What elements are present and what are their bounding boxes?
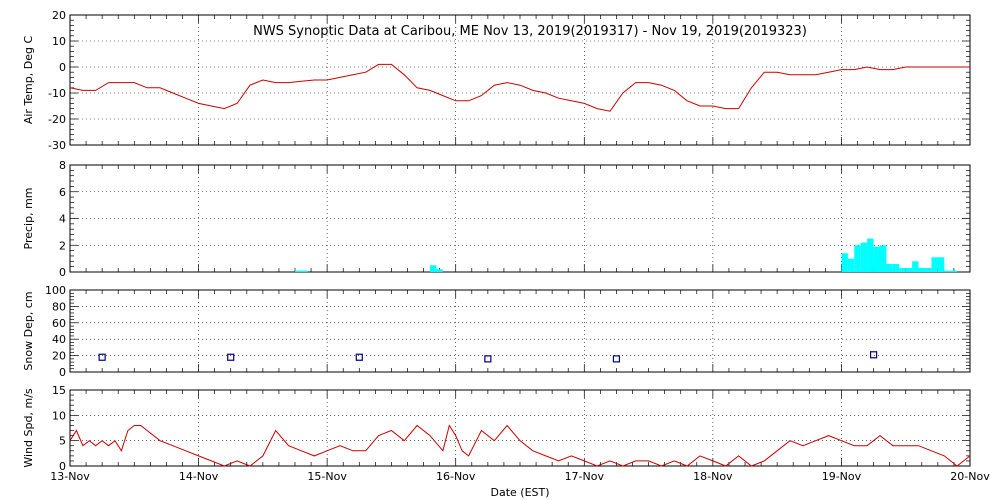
panel-frame bbox=[69, 389, 971, 467]
panel-frame bbox=[69, 289, 971, 373]
y-tick-label: -20 bbox=[48, 113, 66, 126]
y-tick-label: 15 bbox=[52, 384, 66, 397]
precip-bar bbox=[430, 265, 437, 272]
precip-bar bbox=[860, 242, 868, 272]
precip-bar bbox=[873, 246, 880, 272]
y-tick-label: 10 bbox=[52, 409, 66, 422]
precip-bar bbox=[944, 270, 951, 272]
snow-depth-point bbox=[484, 355, 492, 363]
y-tick-label: 40 bbox=[52, 333, 66, 346]
y-tick-label: -30 bbox=[48, 139, 66, 152]
x-tick-label: 20-Nov bbox=[950, 470, 990, 483]
chart-title: NWS Synoptic Data at Caribou, ME Nov 13,… bbox=[253, 24, 807, 39]
panel-1: 20 10 0 -10 -20 -30 Air Temp, Deg C bbox=[22, 9, 971, 152]
y-tick-label: 20 bbox=[52, 350, 66, 363]
y-tick-label: 0 bbox=[59, 460, 66, 473]
precip-bar bbox=[937, 257, 945, 272]
panel-frame bbox=[69, 14, 971, 146]
y-tick-label: 80 bbox=[52, 300, 66, 313]
y-tick-label: 4 bbox=[59, 213, 66, 226]
y-tick-label: 0 bbox=[59, 266, 66, 279]
y-tick-label: 100 bbox=[45, 284, 66, 297]
series-line bbox=[69, 63, 970, 112]
y-axis-label: Wind Spd, m/s bbox=[22, 388, 35, 468]
panel-frame bbox=[69, 164, 971, 273]
precip-bar bbox=[918, 267, 925, 272]
precip-bar bbox=[880, 245, 887, 272]
x-tick-label: 16-Nov bbox=[436, 470, 476, 483]
x-tick-label: 14-Nov bbox=[179, 470, 219, 483]
series-line bbox=[69, 424, 971, 467]
x-tick-label: 13-Nov bbox=[50, 470, 90, 483]
precip-bar bbox=[854, 245, 861, 272]
x-axis-label: Date (EST) bbox=[490, 486, 549, 499]
x-tick-label: 19-Nov bbox=[822, 470, 862, 483]
y-tick-label: 0 bbox=[59, 61, 66, 74]
snow-depth-point bbox=[355, 353, 363, 361]
y-tick-label: 10 bbox=[52, 35, 66, 48]
precip-bar bbox=[892, 263, 900, 272]
x-tick-label: 18-Nov bbox=[693, 470, 733, 483]
y-tick-label: 60 bbox=[52, 317, 66, 330]
x-tick-label: 17-Nov bbox=[565, 470, 605, 483]
snow-depth-point bbox=[612, 355, 621, 363]
precip-bar bbox=[912, 261, 919, 272]
snow-depth-point bbox=[227, 353, 235, 361]
precip-bar bbox=[931, 257, 938, 272]
precip-bar bbox=[899, 267, 906, 272]
panel-4: 15 10 5 0 Wind Spd, m/s bbox=[22, 384, 971, 473]
precip-bar bbox=[295, 270, 302, 272]
y-axis-label: Precip, mm bbox=[22, 188, 35, 250]
precip-bar bbox=[436, 269, 443, 272]
precip-bar bbox=[905, 267, 913, 272]
y-tick-label: 0 bbox=[59, 366, 66, 379]
y-tick-label: 8 bbox=[59, 159, 66, 172]
precip-bar bbox=[841, 253, 848, 272]
panel-2: 8 6 4 2 0 Precip, mm bbox=[22, 159, 971, 279]
panel-3: 100 80 60 40 20 0 Snow Dep, cm bbox=[22, 284, 971, 379]
y-tick-label: 2 bbox=[59, 239, 66, 252]
y-tick-label: 6 bbox=[59, 186, 66, 199]
y-tick-label: 5 bbox=[59, 435, 66, 448]
snow-depth-point bbox=[98, 353, 106, 361]
y-tick-label: 20 bbox=[52, 9, 66, 22]
precip-bar bbox=[301, 270, 308, 272]
x-tick-label: 15-Nov bbox=[307, 470, 347, 483]
precip-bar bbox=[847, 258, 855, 272]
y-tick-label: -10 bbox=[48, 87, 66, 100]
precip-bar bbox=[886, 263, 893, 272]
snow-depth-point bbox=[869, 351, 878, 359]
y-axis-label: Air Temp, Deg C bbox=[22, 36, 35, 125]
precip-bar bbox=[950, 270, 958, 272]
precip-bar bbox=[867, 238, 874, 272]
precip-bar bbox=[925, 267, 932, 272]
y-axis-label: Snow Dep, cm bbox=[22, 291, 35, 370]
